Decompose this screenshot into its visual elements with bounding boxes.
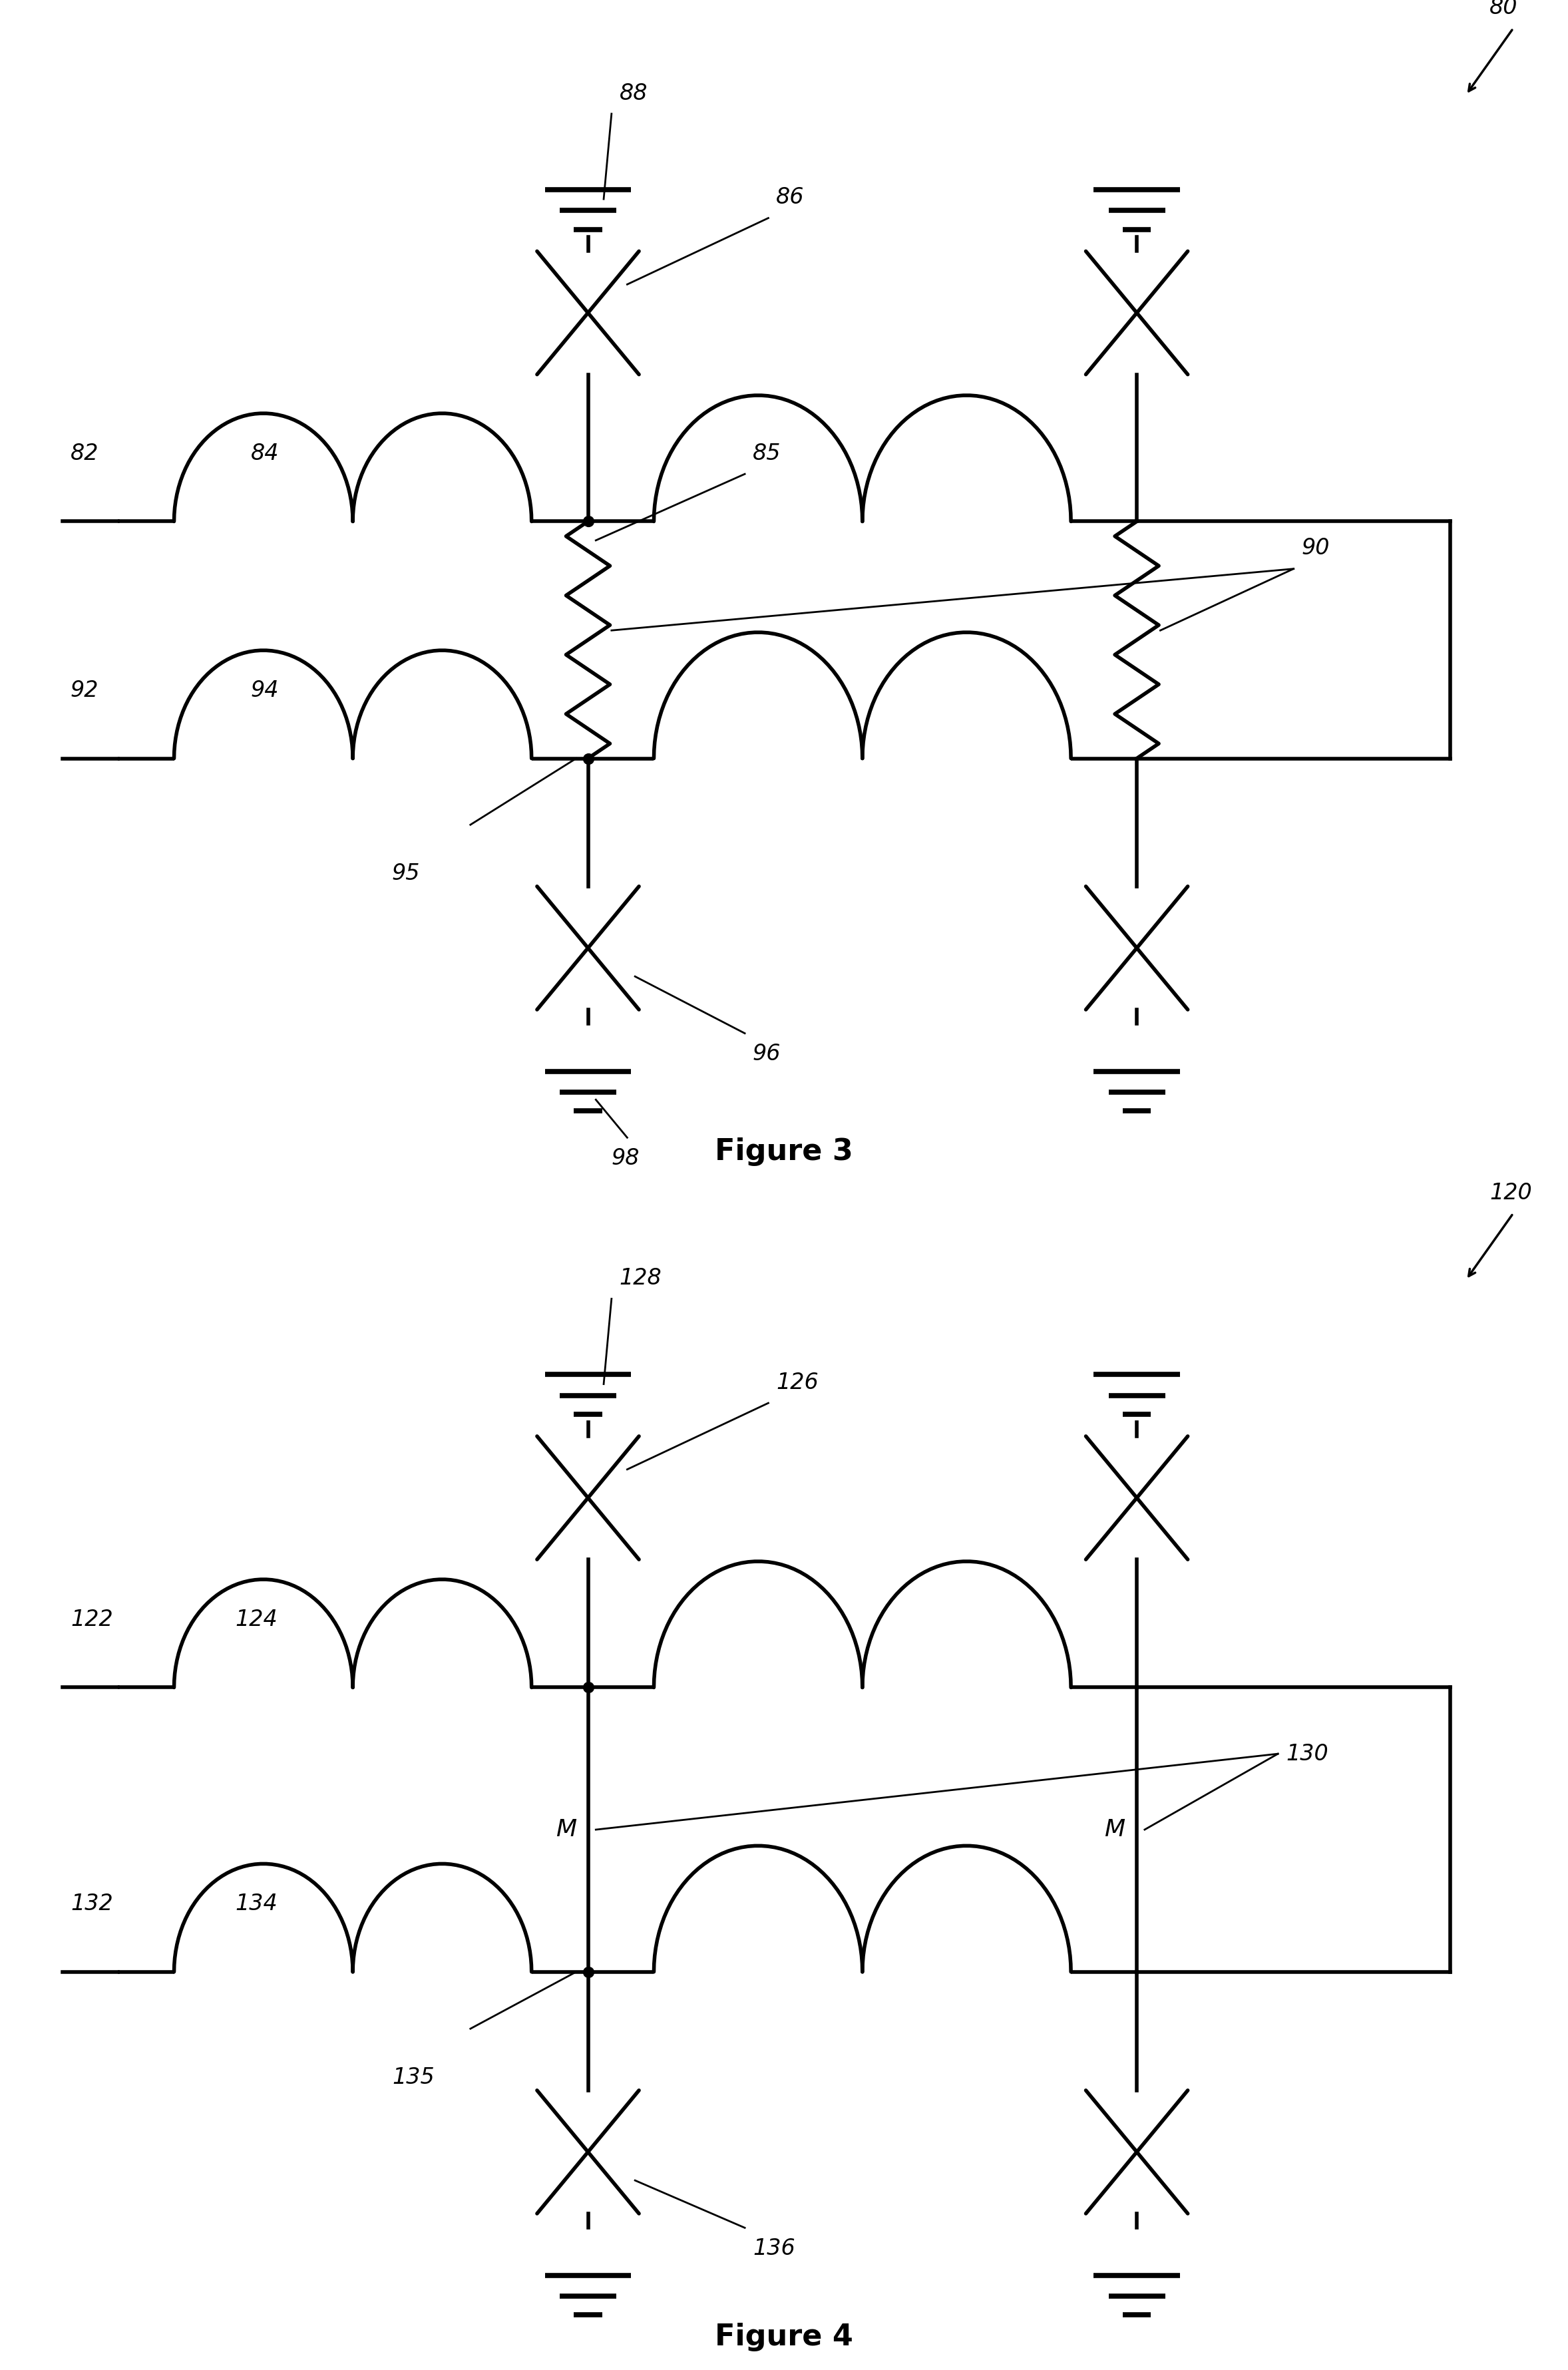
Text: 92: 92 (71, 680, 99, 702)
Text: 122: 122 (71, 1609, 113, 1631)
Text: 88: 88 (619, 83, 648, 104)
Text: 128: 128 (619, 1268, 662, 1289)
Text: M: M (555, 1818, 577, 1841)
Text: 120: 120 (1490, 1183, 1532, 1204)
Text: 90: 90 (1301, 538, 1330, 559)
Text: 126: 126 (776, 1372, 818, 1394)
Text: 135: 135 (392, 2067, 434, 2088)
Text: 80: 80 (1490, 0, 1518, 19)
Text: 96: 96 (753, 1043, 781, 1064)
Point (575, 1953, 601, 1991)
Text: 134: 134 (235, 1894, 278, 1915)
Text: 85: 85 (753, 443, 781, 465)
Point (575, 502, 601, 540)
Text: 95: 95 (392, 863, 420, 884)
Point (575, 1668, 601, 1706)
Text: 82: 82 (71, 443, 99, 465)
Text: 86: 86 (776, 187, 804, 209)
Text: 136: 136 (753, 2237, 795, 2259)
Text: 132: 132 (71, 1894, 113, 1915)
Text: M: M (1104, 1818, 1126, 1841)
Point (575, 739, 601, 777)
Text: Figure 3: Figure 3 (715, 1138, 853, 1166)
Text: 94: 94 (251, 680, 279, 702)
Text: 130: 130 (1286, 1742, 1328, 1766)
Text: 84: 84 (251, 443, 279, 465)
Text: 124: 124 (235, 1609, 278, 1631)
Text: Figure 4: Figure 4 (715, 2323, 853, 2351)
Text: 98: 98 (612, 1147, 640, 1168)
